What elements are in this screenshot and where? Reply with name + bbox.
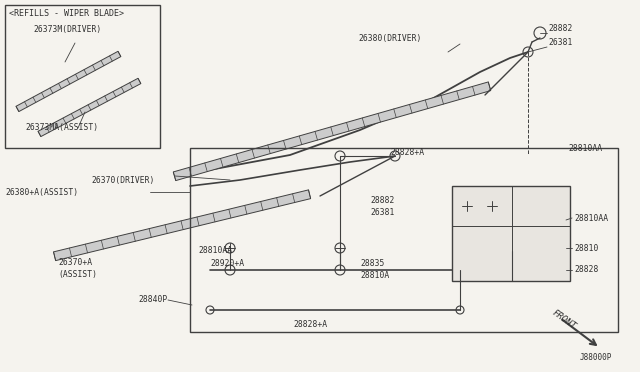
Text: 26380+A(ASSIST): 26380+A(ASSIST) bbox=[5, 187, 78, 196]
Polygon shape bbox=[173, 82, 491, 180]
Text: 26381: 26381 bbox=[370, 208, 394, 217]
Text: 26381: 26381 bbox=[548, 38, 572, 46]
Text: 28828+A: 28828+A bbox=[390, 148, 424, 157]
Text: 28810A: 28810A bbox=[360, 270, 389, 279]
Text: 28810: 28810 bbox=[574, 244, 598, 253]
Text: 28835: 28835 bbox=[360, 259, 385, 267]
Text: 26370(DRIVER): 26370(DRIVER) bbox=[92, 176, 155, 185]
Polygon shape bbox=[38, 78, 141, 137]
Polygon shape bbox=[16, 51, 121, 112]
Polygon shape bbox=[54, 190, 310, 261]
Text: 28810AA: 28810AA bbox=[574, 214, 608, 222]
Text: 28840P: 28840P bbox=[139, 295, 168, 305]
Bar bbox=[5, 5, 160, 148]
Text: 28810AA: 28810AA bbox=[568, 144, 602, 153]
Text: 28810AA: 28810AA bbox=[198, 246, 232, 254]
Text: 28882: 28882 bbox=[370, 196, 394, 205]
Text: J88000P: J88000P bbox=[580, 353, 612, 362]
Text: 26373M(DRIVER): 26373M(DRIVER) bbox=[33, 25, 101, 34]
Text: 28828: 28828 bbox=[574, 266, 598, 275]
Text: 28920+A: 28920+A bbox=[210, 259, 244, 267]
Bar bbox=[452, 186, 570, 281]
Text: 26370+A: 26370+A bbox=[58, 258, 92, 267]
Text: <REFILLS - WIPER BLADE>: <REFILLS - WIPER BLADE> bbox=[9, 9, 124, 18]
Text: 28828+A: 28828+A bbox=[293, 320, 327, 329]
Text: 28882: 28882 bbox=[548, 23, 572, 32]
Text: (ASSIST): (ASSIST) bbox=[58, 270, 97, 279]
Text: FRONT: FRONT bbox=[550, 309, 577, 331]
Text: 26380(DRIVER): 26380(DRIVER) bbox=[358, 33, 421, 42]
Text: 26373MA(ASSIST): 26373MA(ASSIST) bbox=[25, 123, 98, 132]
Bar bbox=[190, 148, 618, 332]
